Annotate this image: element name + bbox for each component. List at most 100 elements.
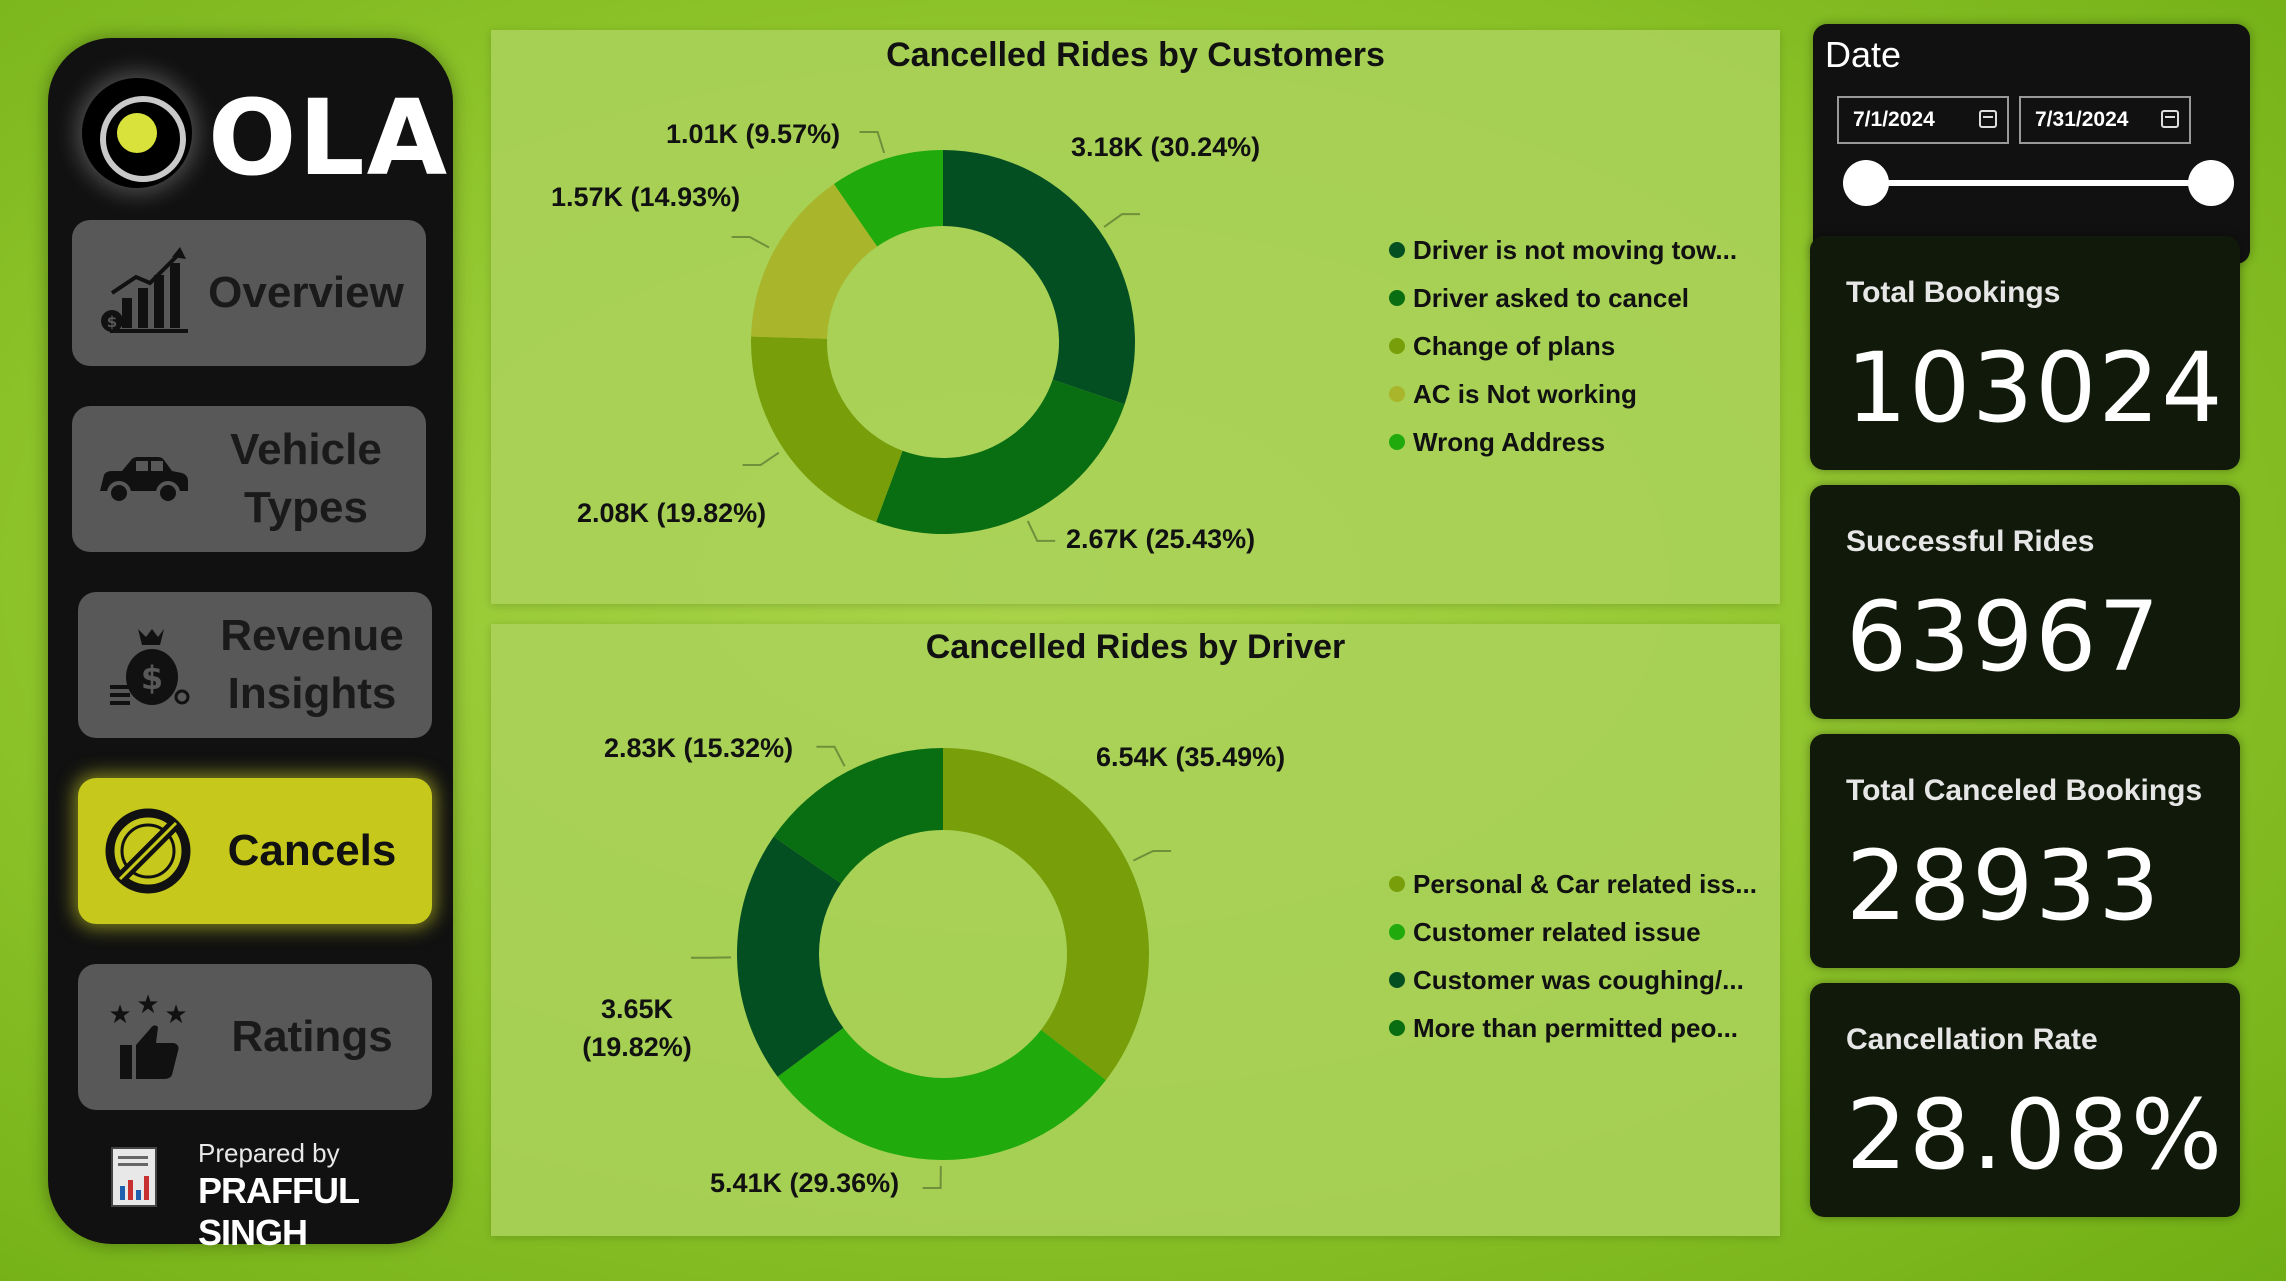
- report-document-icon: [111, 1147, 157, 1207]
- leader-line: [859, 130, 886, 154]
- sidebar: OLA $ Overview Vehicle Types: [48, 38, 453, 1253]
- legend-marker: [1389, 876, 1405, 892]
- driver-cancellations-donut: [691, 745, 1172, 1189]
- nav-cancels-button[interactable]: Cancels: [78, 778, 432, 924]
- nav-overview-button[interactable]: $ Overview: [72, 220, 426, 366]
- leader-line: [922, 1165, 942, 1189]
- svg-text:★: ★: [136, 990, 159, 1020]
- legend-item[interactable]: Customer related issue: [1389, 908, 1757, 956]
- donut-slice[interactable]: [751, 183, 878, 339]
- kpi-value: 28.08%: [1846, 1079, 2225, 1191]
- start-date-input[interactable]: 7/1/2024: [1837, 96, 2009, 144]
- nav-vehicle-types-button[interactable]: Vehicle Types: [72, 406, 426, 552]
- leader-line: [816, 745, 846, 767]
- calendar-icon[interactable]: [1979, 110, 1997, 128]
- leader-line: [742, 451, 780, 467]
- legend-label: Wrong Address: [1413, 426, 1606, 457]
- legend-item[interactable]: Driver is not moving tow...: [1389, 226, 1737, 274]
- legend-item[interactable]: Wrong Address: [1389, 418, 1737, 466]
- legend-marker: [1389, 386, 1405, 402]
- legend-item[interactable]: Driver asked to cancel: [1389, 274, 1737, 322]
- svg-text:$: $: [107, 313, 117, 331]
- ola-logo: OLA: [78, 78, 447, 198]
- prepared-by-caption: Prepared by: [198, 1138, 340, 1168]
- kpi-label: Cancellation Rate: [1846, 1023, 2098, 1056]
- legend-item[interactable]: More than permitted peo...: [1389, 1004, 1757, 1052]
- legend-item[interactable]: AC is Not working: [1389, 370, 1737, 418]
- legend-marker: [1389, 242, 1405, 258]
- slider-end-handle[interactable]: [2188, 160, 2234, 206]
- prepared-by-name: PRAFFUL SINGH: [198, 1170, 359, 1253]
- nav-ratings-button[interactable]: ★ ★ ★ Ratings: [78, 964, 432, 1110]
- kpi-label: Total Canceled Bookings: [1846, 774, 2203, 807]
- data-label: 3.65K (19.82%): [582, 994, 692, 1062]
- donut-slice[interactable]: [751, 336, 903, 522]
- nav-revenue-insights-label: Revenue Insights: [198, 607, 432, 723]
- svg-text:★: ★: [108, 1000, 131, 1030]
- kpi-label: Successful Rides: [1846, 525, 2095, 558]
- nav-revenue-line2: Insights: [227, 669, 397, 718]
- money-bag-icon: $: [110, 629, 190, 705]
- legend-label: Personal & Car related iss...: [1413, 868, 1757, 899]
- data-label: 3.18K (30.24%): [1071, 132, 1261, 162]
- nav-cancels-label: Cancels: [227, 826, 397, 875]
- legend-item[interactable]: Change of plans: [1389, 322, 1737, 370]
- end-date-input[interactable]: 7/31/2024: [2019, 96, 2191, 144]
- cancelled-stamp-icon: [105, 808, 191, 894]
- kpi-label: Total Bookings: [1846, 276, 2061, 309]
- prepared-by: Prepared by PRAFFUL SINGH: [108, 1138, 408, 1253]
- legend-marker: [1389, 434, 1405, 450]
- legend-label: Customer related issue: [1413, 916, 1701, 947]
- data-label: 5.41K (29.36%): [710, 1168, 900, 1198]
- svg-text:★: ★: [164, 1000, 187, 1030]
- legend-marker: [1389, 290, 1405, 306]
- calendar-icon[interactable]: [2161, 110, 2179, 128]
- leader-line: [731, 235, 770, 249]
- kpi-value: 63967: [1846, 581, 2162, 693]
- kpi-value: 103024: [1846, 332, 2225, 444]
- nav-revenue-insights-button[interactable]: $ Revenue Insights: [78, 592, 432, 738]
- donut-slice[interactable]: [773, 748, 943, 884]
- legend-label: More than permitted peo...: [1413, 1012, 1739, 1043]
- slider-start-handle[interactable]: [1843, 160, 1889, 206]
- svg-text:$: $: [141, 659, 163, 697]
- donut-slice[interactable]: [777, 1027, 1106, 1160]
- nav-overview-label: Overview: [208, 268, 404, 317]
- legend-marker: [1389, 924, 1405, 940]
- date-filter-title: Date: [1825, 34, 1902, 75]
- leader-line: [1103, 213, 1141, 228]
- legend-label: AC is Not working: [1413, 378, 1637, 409]
- data-label: 2.08K (19.82%): [577, 498, 767, 528]
- donut-slice[interactable]: [876, 379, 1125, 534]
- data-label: 1.57K (14.93%): [551, 182, 741, 212]
- legend-label: Driver asked to cancel: [1413, 282, 1690, 313]
- legend-label: Change of plans: [1413, 330, 1616, 361]
- legend-item[interactable]: Personal & Car related iss...: [1389, 860, 1757, 908]
- kpi-total-bookings: Total Bookings 103024: [1810, 236, 2240, 470]
- legend: Driver is not moving tow... Driver asked…: [1389, 226, 1737, 466]
- nav-vehicle-types-label: Vehicle Types: [192, 421, 426, 537]
- donut-slice[interactable]: [943, 748, 1149, 1081]
- data-label: 6.54K (35.49%): [1096, 742, 1286, 772]
- donut-slice[interactable]: [737, 836, 844, 1077]
- chart-title: Cancelled Rides by Driver: [925, 628, 1346, 666]
- customer-cancellations-chart: Cancelled Rides by Customers 3.18K (30.2…: [491, 30, 1780, 604]
- donut-slice[interactable]: [943, 150, 1135, 405]
- ola-logo-icon: [82, 78, 192, 188]
- kpi-total-canceled-bookings: Total Canceled Bookings 28933: [1810, 734, 2240, 968]
- date-range-slider[interactable]: [1865, 180, 2210, 186]
- legend-item[interactable]: Customer was coughing/...: [1389, 956, 1757, 1004]
- logo-text: OLA: [208, 77, 450, 199]
- donut-slice[interactable]: [833, 150, 943, 247]
- growth-chart-icon: $: [101, 247, 188, 333]
- leader-line: [1132, 849, 1172, 862]
- nav-ratings-label: Ratings: [231, 1012, 393, 1061]
- kpi-cancellation-rate: Cancellation Rate 28.08%: [1810, 983, 2240, 1217]
- nav-revenue-line1: Revenue: [220, 611, 404, 660]
- date-filter: Date 7/1/2024 7/31/2024: [1813, 24, 2250, 264]
- data-label: 2.83K (15.32%): [604, 733, 794, 763]
- legend: Personal & Car related iss... Customer r…: [1389, 860, 1757, 1052]
- legend-marker: [1389, 972, 1405, 988]
- nav-vehicle-line2: Types: [244, 483, 368, 532]
- legend-marker: [1389, 1020, 1405, 1036]
